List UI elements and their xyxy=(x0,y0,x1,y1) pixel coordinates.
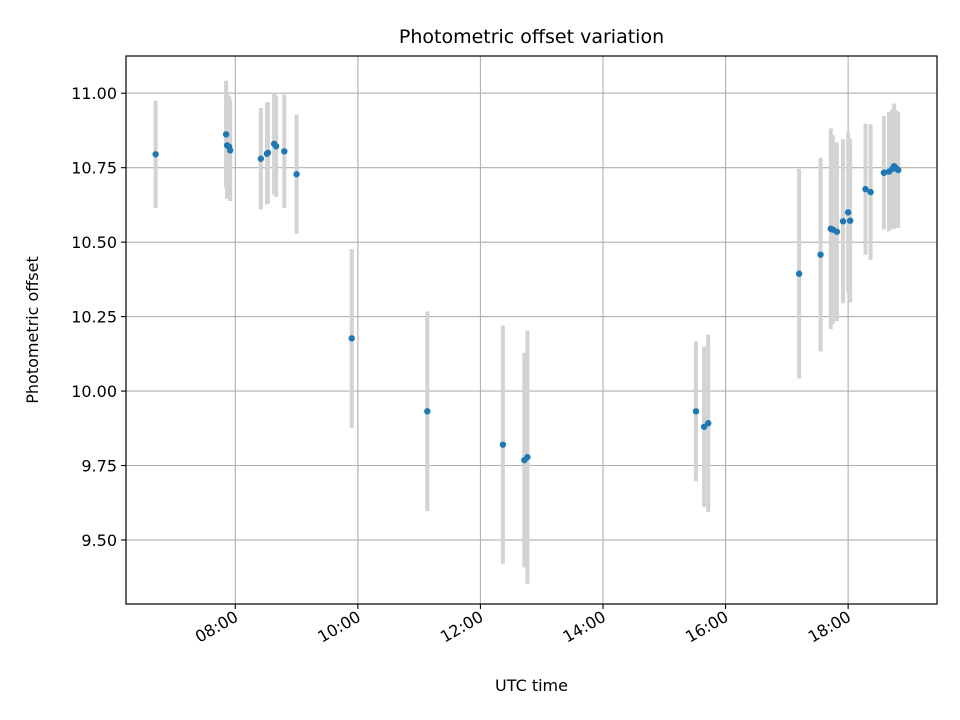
data-point xyxy=(817,251,824,258)
data-point xyxy=(692,408,700,415)
x-axis-label: UTC time xyxy=(495,676,568,695)
data-point xyxy=(152,151,159,158)
data-point xyxy=(222,131,230,138)
data-point xyxy=(293,171,300,178)
y-tick-label: 10.75 xyxy=(71,159,117,178)
data-point xyxy=(894,166,902,174)
data-point xyxy=(839,218,847,225)
data-point xyxy=(524,453,531,461)
data-point xyxy=(281,148,288,155)
y-tick-label: 10.25 xyxy=(71,308,117,327)
data-point xyxy=(499,441,507,448)
data-point xyxy=(844,209,852,216)
data-point xyxy=(846,217,854,224)
y-tick-label: 11.00 xyxy=(71,84,117,103)
data-point xyxy=(348,335,355,342)
chart-title: Photometric offset variation xyxy=(399,26,664,48)
grid xyxy=(126,56,937,604)
y-tick-label: 10.00 xyxy=(71,382,117,401)
data-point xyxy=(880,169,888,176)
data-point xyxy=(272,143,280,150)
data-point xyxy=(705,420,712,427)
data-point xyxy=(867,188,874,196)
data-point xyxy=(257,155,265,162)
y-axis-ticks: 9.50 9.75 10.00 10.25 10.50 10.75 11.00 xyxy=(71,84,126,550)
data-point xyxy=(226,147,234,154)
plot-frame xyxy=(125,55,938,605)
y-tick-label: 9.75 xyxy=(81,457,117,476)
data-point xyxy=(264,149,272,156)
y-tick-label: 9.50 xyxy=(81,531,117,550)
plot-area xyxy=(126,56,937,604)
data-point xyxy=(862,185,869,193)
data-points xyxy=(152,131,902,464)
data-point xyxy=(833,228,841,235)
y-tick-label: 10.50 xyxy=(71,233,117,252)
data-point xyxy=(795,270,803,277)
y-axis-label: Photometric offset xyxy=(23,256,42,404)
data-point xyxy=(424,408,431,415)
